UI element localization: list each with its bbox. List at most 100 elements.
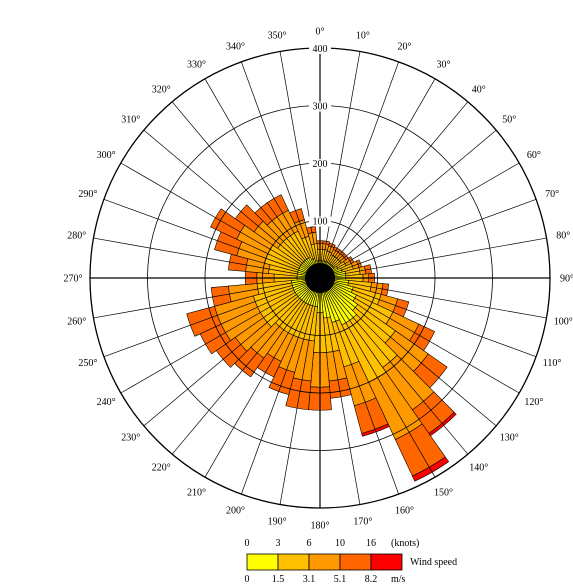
grid-spoke-260 [93, 277, 321, 319]
grid-spoke-200 [241, 277, 321, 495]
direction-label-340: 340° [226, 41, 245, 52]
direction-label-20: 20° [397, 41, 411, 52]
grid-spoke-250 [103, 277, 321, 357]
sector-260-bin-3 [210, 285, 232, 307]
legend-swatch-2 [308, 553, 341, 571]
direction-label-350: 350° [268, 30, 287, 41]
legend-swatches [246, 553, 403, 571]
sector-330-bin-3 [266, 194, 289, 218]
sector-340-bin-3 [289, 208, 305, 224]
legend-swatch-0 [246, 553, 279, 571]
grid-spoke-300 [120, 162, 321, 279]
ring-label-100: 100 [313, 217, 328, 228]
legend-edge-ms-2: 3.1 [303, 574, 316, 585]
polar-grid [89, 47, 551, 509]
radial-tick-labels: 100 200 300 400 [309, 44, 331, 228]
direction-label-140: 140° [469, 463, 488, 474]
legend-ms-unit: m/s [391, 574, 406, 585]
ring-label-bg-400 [309, 44, 331, 54]
direction-label-100: 100° [554, 316, 573, 327]
grid-spoke-60 [319, 162, 520, 279]
legend-edge-ms-0: 0 [245, 574, 250, 585]
direction-label-290: 290° [78, 189, 97, 200]
legend-edge-knots-1: 3 [276, 538, 281, 549]
direction-label-110: 110° [543, 358, 562, 369]
direction-label-70: 70° [545, 189, 559, 200]
direction-label-190: 190° [268, 517, 287, 528]
direction-labels: 0° 10° 20° 30° 40° 50° 60° 70° 80° 90° 100° 110° 120… [64, 27, 573, 532]
ring-label-400: 400 [313, 44, 328, 55]
grid-spoke-340 [241, 61, 321, 279]
grid-spoke-280 [93, 237, 321, 279]
direction-label-240: 240° [97, 397, 116, 408]
direction-label-60: 60° [527, 150, 541, 161]
grid-spoke-140 [319, 277, 469, 455]
legend-edge-knots-2: 6 [307, 538, 312, 549]
legend-swatch-1 [277, 553, 310, 571]
ring-label-bg-200 [309, 159, 331, 169]
grid-spoke-120 [319, 277, 520, 394]
grid-spoke-30 [319, 78, 436, 279]
grid-spoke-10 [319, 51, 361, 279]
direction-label-210: 210° [187, 487, 206, 498]
direction-label-250: 250° [78, 358, 97, 369]
grid-spoke-20 [319, 61, 399, 279]
legend-edge-ms-4: 8.2 [365, 574, 378, 585]
grid-spoke-80 [319, 237, 547, 279]
grid-spoke-100 [319, 277, 547, 319]
grid-spoke-110 [319, 277, 537, 357]
legend-edge-knots-4: 16 [366, 538, 376, 549]
grid-spoke-50 [319, 129, 497, 279]
ring-label-bg-100 [309, 216, 331, 227]
direction-label-40: 40° [472, 84, 486, 95]
legend-edge-knots-0: 0 [245, 538, 250, 549]
direction-label-300: 300° [97, 150, 116, 161]
grid-spoke-210 [204, 277, 321, 478]
ring-label-300: 300 [313, 102, 328, 113]
direction-label-170: 170° [353, 517, 372, 528]
ring-label-bg-300 [309, 101, 331, 112]
legend-edge-ms-3: 5.1 [334, 574, 347, 585]
direction-label-10: 10° [356, 30, 370, 41]
direction-label-0: 0° [316, 27, 325, 38]
grid-spoke-190 [279, 277, 321, 505]
direction-label-330: 330° [187, 60, 206, 71]
legend-edge-knots-3: 10 [335, 538, 345, 549]
direction-label-220: 220° [152, 463, 171, 474]
grid-spoke-310 [143, 129, 321, 279]
direction-label-30: 30° [437, 60, 451, 71]
direction-label-160: 160° [395, 506, 414, 517]
direction-label-310: 310° [121, 115, 140, 126]
grid-spoke-160 [319, 277, 399, 495]
grid-spoke-350 [279, 51, 321, 279]
legend-edge-ms-1: 1.5 [272, 574, 285, 585]
direction-label-320: 320° [152, 84, 171, 95]
direction-label-120: 120° [524, 397, 543, 408]
grid-spoke-220 [171, 277, 321, 455]
direction-label-80: 80° [556, 231, 570, 242]
direction-label-50: 50° [502, 115, 516, 126]
direction-label-180: 180° [311, 521, 330, 532]
direction-label-280: 280° [67, 231, 86, 242]
direction-label-90: 90° [560, 274, 573, 285]
legend: 0 3 6 10 16 (knots) Wind speed 0 1.5 3.1… [245, 538, 458, 585]
legend-title: Wind speed [410, 557, 457, 568]
ring-label-200: 200 [313, 159, 328, 170]
grid-spoke-290 [103, 199, 321, 279]
direction-label-200: 200° [226, 506, 245, 517]
grid-spoke-240 [120, 277, 321, 394]
legend-ms-edges: 0 1.5 3.1 5.1 8.2 m/s [245, 574, 406, 585]
legend-knot-edges: 0 3 6 10 16 (knots) [245, 538, 420, 549]
legend-knots-unit: (knots) [391, 538, 419, 549]
grid-spoke-70 [319, 199, 537, 279]
direction-label-260: 260° [67, 316, 86, 327]
legend-swatch-4 [370, 553, 403, 571]
grid-spoke-150 [319, 277, 436, 478]
calm-center-disc [305, 263, 335, 293]
direction-label-230: 230° [121, 432, 140, 443]
grid-spoke-130 [319, 277, 497, 427]
legend-swatch-3 [339, 553, 372, 571]
direction-label-150: 150° [434, 487, 453, 498]
grid-spoke-40 [319, 101, 469, 279]
